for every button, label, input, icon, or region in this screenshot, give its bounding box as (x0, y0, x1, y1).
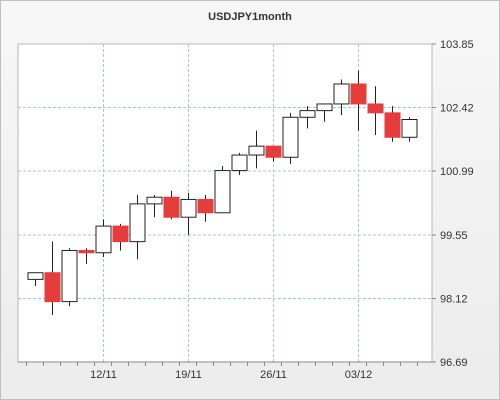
chart-title: USDJPY1month (208, 11, 292, 23)
candle-down (265, 145, 282, 158)
candle-up (27, 272, 44, 280)
y-tick-label: 100.99 (440, 166, 474, 178)
x-tick-label: 19/11 (175, 369, 202, 381)
candle-down (367, 103, 384, 114)
x-tick-label: 03/12 (345, 369, 373, 381)
candle-down (197, 198, 214, 214)
y-tick-label: 99.55 (440, 230, 468, 242)
candle-down (112, 225, 129, 243)
candle-up (180, 198, 197, 218)
candle-down (163, 196, 180, 218)
candle-up (299, 110, 316, 118)
x-tick-label: 12/11 (90, 369, 117, 381)
candle-up (129, 203, 146, 243)
candle-up (95, 225, 112, 254)
y-tick-label: 103.85 (440, 39, 474, 51)
candle-up (146, 196, 163, 205)
candle-up (248, 145, 265, 156)
x-tick-label: 26/11 (260, 369, 287, 381)
y-tick-label: 96.69 (440, 357, 468, 369)
candle-up (282, 116, 299, 158)
candle-up (231, 154, 248, 172)
candle-down (44, 272, 61, 303)
candle-down (384, 112, 401, 138)
y-tick-label: 102.42 (440, 103, 474, 115)
candle-up (214, 170, 231, 214)
candle-up (316, 103, 333, 112)
y-tick-label: 98.12 (440, 293, 468, 305)
candle-up (333, 83, 350, 105)
candle-down (78, 250, 95, 254)
candle-up (61, 250, 78, 303)
candle-down (350, 83, 367, 105)
candle-up (401, 119, 418, 138)
